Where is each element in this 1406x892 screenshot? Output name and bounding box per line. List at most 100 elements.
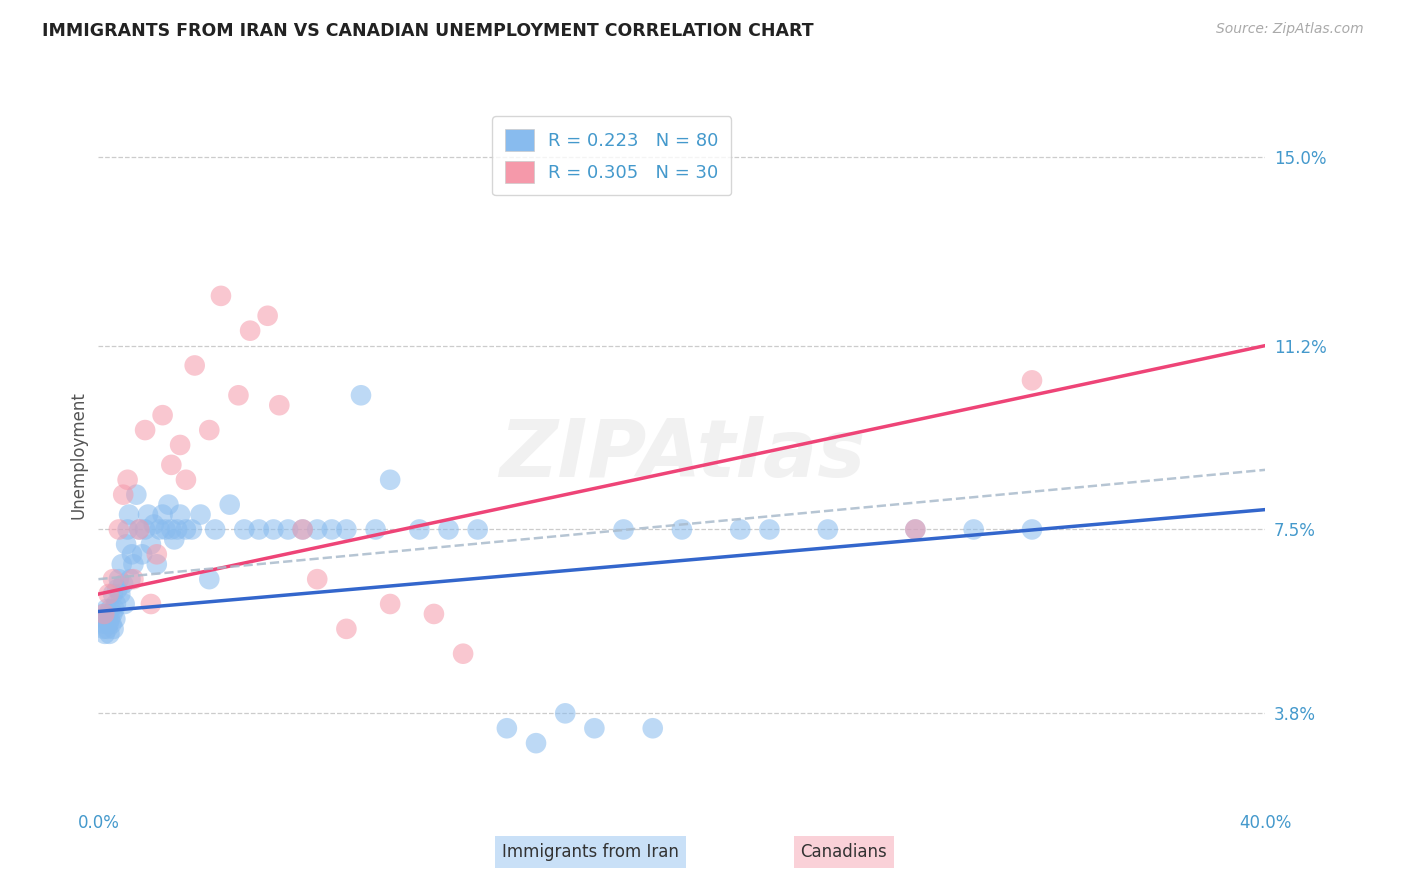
Text: Source: ZipAtlas.com: Source: ZipAtlas.com <box>1216 22 1364 37</box>
Point <box>256 309 278 323</box>
Point <box>122 558 145 572</box>
Point <box>136 508 159 522</box>
Point <box>117 523 139 537</box>
Point <box>169 508 191 522</box>
Point <box>174 523 197 537</box>
Point <box>152 408 174 422</box>
Point <box>93 607 115 621</box>
Point <box>335 622 357 636</box>
Point <box>817 523 839 537</box>
Point <box>218 498 240 512</box>
Point <box>101 607 124 621</box>
Point <box>166 523 188 537</box>
Point <box>139 597 162 611</box>
Point <box>437 523 460 537</box>
Legend: R = 0.223   N = 80, R = 0.305   N = 30: R = 0.223 N = 80, R = 0.305 N = 30 <box>492 116 731 195</box>
Point <box>160 458 183 472</box>
Point <box>98 612 121 626</box>
Point <box>121 547 143 561</box>
Point <box>94 627 117 641</box>
Point <box>180 523 202 537</box>
Point <box>554 706 576 721</box>
Point <box>101 587 124 601</box>
Point <box>160 523 183 537</box>
Point <box>291 523 314 537</box>
Point <box>128 523 150 537</box>
Point <box>101 572 124 586</box>
Point <box>128 523 150 537</box>
Point <box>524 736 547 750</box>
Point <box>146 547 169 561</box>
Point <box>262 523 284 537</box>
Point <box>91 607 114 621</box>
Point <box>198 572 221 586</box>
Point <box>149 523 172 537</box>
Y-axis label: Unemployment: Unemployment <box>69 391 87 519</box>
Text: Canadians: Canadians <box>800 843 887 861</box>
Text: IMMIGRANTS FROM IRAN VS CANADIAN UNEMPLOYMENT CORRELATION CHART: IMMIGRANTS FROM IRAN VS CANADIAN UNEMPLO… <box>42 22 814 40</box>
Point <box>142 517 165 532</box>
Point <box>134 523 156 537</box>
Point <box>904 523 927 537</box>
Point <box>277 523 299 537</box>
Point <box>612 523 634 537</box>
Point <box>103 622 125 636</box>
Point <box>105 582 128 596</box>
Point <box>117 473 139 487</box>
Point <box>110 587 132 601</box>
Point <box>239 324 262 338</box>
Point <box>134 423 156 437</box>
Point <box>758 523 780 537</box>
Point <box>112 577 135 591</box>
Point <box>378 473 402 487</box>
Point <box>152 508 174 522</box>
Point <box>467 523 489 537</box>
Point <box>307 572 329 586</box>
Point <box>962 523 984 537</box>
Point <box>169 438 191 452</box>
Point <box>112 488 135 502</box>
Point <box>103 602 125 616</box>
Point <box>307 523 329 537</box>
Point <box>125 488 148 502</box>
Point <box>671 523 693 537</box>
Point <box>108 523 131 537</box>
Point <box>190 508 212 522</box>
Point <box>97 616 120 631</box>
Point <box>495 721 517 735</box>
Point <box>93 616 115 631</box>
Point <box>378 597 402 611</box>
Point <box>100 616 122 631</box>
Point <box>904 523 927 537</box>
Point <box>291 523 314 537</box>
Point <box>423 607 446 621</box>
Point <box>111 558 134 572</box>
Text: ZIPAtlas: ZIPAtlas <box>499 416 865 494</box>
Point <box>335 523 357 537</box>
Point <box>233 523 256 537</box>
Point <box>350 388 373 402</box>
Point <box>408 523 430 537</box>
Point <box>641 721 664 735</box>
Point <box>97 607 120 621</box>
Point <box>269 398 291 412</box>
Point <box>98 627 121 641</box>
Point <box>451 647 474 661</box>
Point <box>364 523 387 537</box>
Point <box>198 423 221 437</box>
Point <box>1021 523 1043 537</box>
Point <box>139 537 162 551</box>
Point <box>104 597 127 611</box>
Point <box>96 602 118 616</box>
Point <box>96 622 118 636</box>
Point <box>204 523 226 537</box>
Point <box>209 289 232 303</box>
Point <box>100 602 122 616</box>
Point <box>583 721 606 735</box>
Point <box>120 572 142 586</box>
Point <box>155 523 177 537</box>
Point <box>131 547 153 561</box>
Point <box>228 388 250 402</box>
Point <box>115 537 138 551</box>
Point <box>93 622 115 636</box>
